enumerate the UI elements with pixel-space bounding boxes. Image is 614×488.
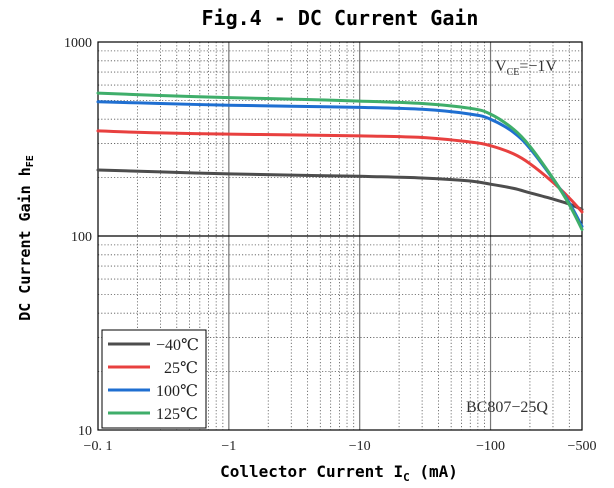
condition-sub: CE — [507, 67, 520, 78]
condition-annotation: VCE=−1V — [495, 58, 557, 78]
x-axis-label-main: Collector Current I — [220, 462, 403, 481]
part-number-annotation: BC807−25Q — [466, 399, 548, 416]
svg-text:DC Current Gain hFE: DC Current Gain hFE — [16, 155, 36, 321]
tick-labels: −0. 1 −1 −10 −100 −500 10 100 1000 — [64, 36, 596, 454]
x-tick-label: −10 — [349, 439, 371, 454]
y-axis-label: DC Current Gain hFE — [16, 155, 36, 321]
x-axis-label-unit: (mA) — [410, 462, 458, 481]
x-tick-label: −0. 1 — [84, 439, 113, 454]
x-tick-label: −500 — [568, 439, 597, 454]
y-tick-label: 100 — [71, 230, 92, 245]
y-tick-label: 10 — [78, 424, 92, 439]
y-axis-label-sub: FE — [25, 155, 36, 167]
legend-label: 100℃ — [156, 383, 198, 400]
legend: −40℃ 25℃ 100℃ 125℃ — [101, 329, 207, 429]
plot-frame — [97, 41, 583, 431]
x-axis-label: Collector Current IC (mA) — [220, 462, 458, 484]
x-axis-label-sub: C — [403, 471, 410, 484]
condition-rest: =−1V — [519, 58, 557, 75]
y-axis-label-main: DC Current Gain h — [16, 167, 34, 321]
x-tick-label: −100 — [476, 439, 505, 454]
series-line — [96, 168, 584, 211]
series-group — [96, 91, 584, 231]
y-tick-label: 1000 — [64, 36, 92, 51]
legend-label: −40℃ — [156, 337, 199, 354]
x-tick-label: −1 — [221, 439, 236, 454]
series-line — [96, 100, 584, 228]
legend-label: 125℃ — [156, 406, 198, 423]
chart-title: Fig.4 - DC Current Gain — [202, 6, 479, 30]
legend-label: 25℃ — [156, 360, 198, 377]
series-line — [96, 91, 584, 231]
series-line — [96, 129, 584, 214]
condition-main: V — [495, 58, 507, 75]
svg-text:Collector Current IC (mA): Collector Current IC (mA) — [220, 462, 458, 484]
